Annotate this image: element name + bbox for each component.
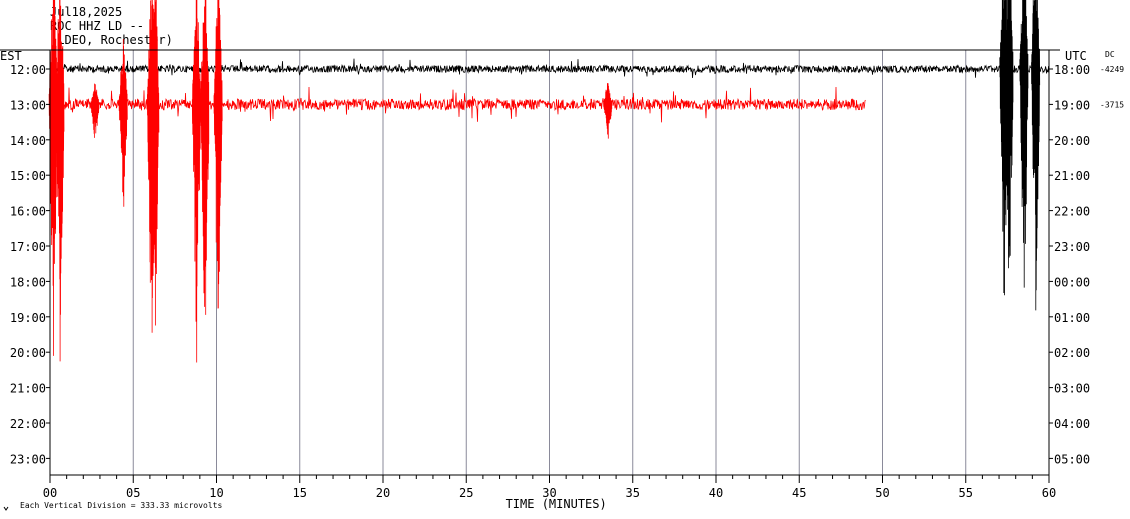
est-hour-label: 19:00 [10, 311, 46, 325]
est-axis-title: EST [0, 49, 22, 63]
seismic-event-burst [1031, 0, 1041, 311]
grid-lines [132, 50, 967, 475]
x-tick-label: 30 [542, 486, 556, 500]
utc-hour-label: 22:00 [1054, 205, 1090, 219]
est-hour-label: 15:00 [10, 169, 46, 183]
x-tick-label: 35 [626, 486, 640, 500]
seismic-event-burst [603, 83, 613, 139]
est-hour-label: 18:00 [10, 275, 46, 289]
est-hour-label: 20:00 [10, 346, 46, 360]
utc-hour-label: 19:00 [1054, 98, 1090, 112]
seismic-event-burst [55, 0, 65, 362]
est-hour-label: 12:00 [10, 63, 46, 77]
x-tick-label: 10 [209, 486, 223, 500]
utc-axis-title: UTC [1065, 49, 1087, 63]
seismic-event-burst [191, 0, 201, 363]
utc-hour-label: 04:00 [1054, 417, 1090, 431]
utc-hour-label: 23:00 [1054, 240, 1090, 254]
x-tick-label: 25 [459, 486, 473, 500]
utc-hour-label: 01:00 [1054, 311, 1090, 325]
x-tick-label: 55 [959, 486, 973, 500]
est-hour-label: 22:00 [10, 417, 46, 431]
plot-frame [0, 49, 1060, 483]
utc-hour-label: 18:00 [1054, 63, 1090, 77]
trace-date: Jul18,2025 [50, 5, 123, 19]
seismic-event-burst [90, 83, 100, 138]
utc-hour-label: 02:00 [1054, 346, 1090, 360]
x-tick-label: 20 [376, 486, 390, 500]
seismic-event-burst [200, 0, 210, 315]
x-axis-label: TIME (MINUTES) [506, 497, 607, 511]
est-hour-label: 17:00 [10, 240, 46, 254]
utc-hour-label: 20:00 [1054, 134, 1090, 148]
x-tick-label: 45 [792, 486, 806, 500]
x-tick-label: 50 [875, 486, 889, 500]
seismic-event-burst [150, 0, 160, 326]
dc-value: -4249 [1100, 65, 1124, 74]
vertical-division-note: Each Vertical Division = 333.33 microvol… [20, 501, 222, 510]
x-tick-label: 05 [126, 486, 140, 500]
x-tick-label: 15 [293, 486, 307, 500]
x-tick-label: 40 [709, 486, 723, 500]
est-hour-label: 16:00 [10, 205, 46, 219]
x-tick-label: 00 [43, 486, 57, 500]
utc-hour-label: 05:00 [1054, 452, 1090, 466]
seismic-event-burst [1019, 0, 1029, 288]
est-hour-label: 13:00 [10, 98, 46, 112]
x-tick-label: 60 [1042, 486, 1056, 500]
trace-row-1 [49, 86, 866, 123]
seismic-event-burst [1004, 0, 1014, 269]
seismic-event-burst [213, 0, 223, 309]
scale-marker-icon [3, 506, 9, 511]
dc-value: -3715 [1100, 100, 1124, 109]
est-hour-label: 14:00 [10, 134, 46, 148]
dc-label: DC [1105, 50, 1115, 59]
utc-hour-label: 00:00 [1054, 275, 1090, 289]
utc-hour-label: 21:00 [1054, 169, 1090, 183]
seismic-event-burst [118, 38, 128, 207]
axis-labels: 00 05 10 15 20 25 30 35 40 45 50 55 60 TIME (MINUTES)… [0, 49, 1124, 511]
utc-hour-label: 03:00 [1054, 382, 1090, 396]
est-hour-label: 23:00 [10, 452, 46, 466]
est-hour-label: 21:00 [10, 382, 46, 396]
